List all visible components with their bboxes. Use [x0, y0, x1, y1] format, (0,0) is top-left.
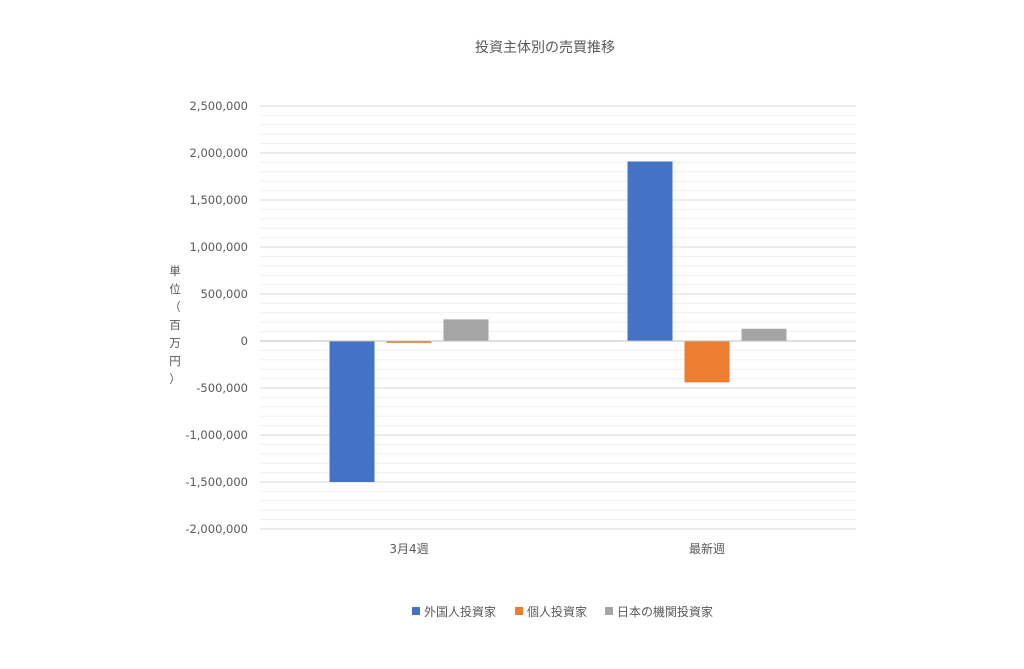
legend-swatch [412, 607, 420, 615]
y-tick-label: 2,500,000 [189, 99, 248, 113]
bar [627, 161, 673, 341]
legend-label: 日本の機関投資家 [617, 604, 713, 619]
y-axis-label: 単位（百万円） [169, 264, 181, 386]
y-tick-label: 2,000,000 [189, 146, 248, 160]
x-category-label: 最新週 [689, 541, 725, 556]
y-tick-label: 1,500,000 [189, 193, 248, 207]
y-tick-label: 500,000 [200, 287, 248, 301]
y-axis-tick-labels: 2,500,000 2,000,000 1,500,000 1,000,000 500,… [185, 99, 248, 536]
legend-swatch [515, 607, 523, 615]
y-tick-label: 0 [241, 334, 248, 348]
legend-label: 個人投資家 [527, 604, 587, 619]
bar [386, 341, 432, 343]
y-tick-label: 1,000,000 [189, 240, 248, 254]
y-tick-label: -2,000,000 [185, 522, 248, 536]
legend: 外国人投資家 個人投資家 日本の機関投資家 [412, 604, 713, 619]
bar [684, 341, 730, 383]
bar [443, 319, 489, 341]
y-tick-label: -500,000 [196, 381, 248, 395]
x-axis-category-labels: 3月4週 最新週 [389, 541, 725, 556]
chart-title: 投資主体別の売買推移 [475, 40, 615, 56]
y-axis-label-text: 単位（百万円） [169, 264, 181, 386]
y-tick-label: -1,500,000 [185, 475, 248, 489]
bars [329, 161, 787, 482]
y-tick-label: -1,000,000 [185, 428, 248, 442]
legend-swatch [605, 607, 613, 615]
legend-label: 外国人投資家 [424, 604, 496, 619]
bar [329, 341, 375, 482]
bar [741, 328, 787, 341]
x-category-label: 3月4週 [389, 542, 428, 556]
